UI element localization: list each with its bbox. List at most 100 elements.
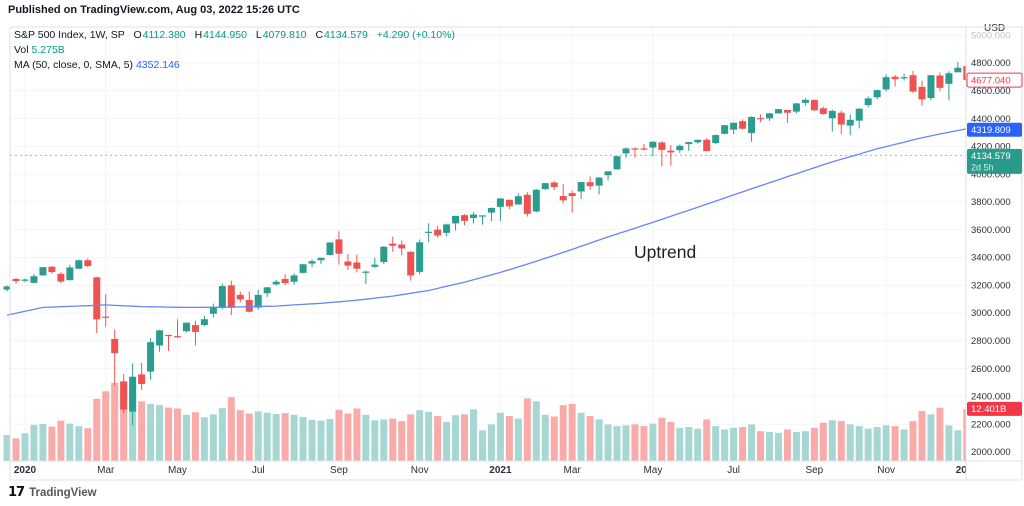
- candle-body[interactable]: [595, 177, 603, 186]
- candle-body[interactable]: [783, 109, 791, 113]
- candle-body[interactable]: [532, 189, 540, 212]
- tradingview-watermark[interactable]: 17 TradingView: [8, 485, 97, 500]
- candle-body[interactable]: [416, 242, 424, 272]
- candle-body[interactable]: [945, 73, 953, 84]
- candle-body[interactable]: [138, 374, 146, 384]
- candle-body[interactable]: [631, 148, 639, 150]
- candle-body[interactable]: [864, 98, 872, 106]
- candle-body[interactable]: [218, 286, 226, 308]
- candle-body[interactable]: [245, 299, 253, 312]
- candle-body[interactable]: [120, 381, 128, 410]
- candle-body[interactable]: [478, 215, 486, 217]
- candle-body[interactable]: [380, 246, 388, 263]
- candle-body[interactable]: [39, 267, 47, 276]
- ma-50-line[interactable]: [6, 128, 967, 316]
- candle-body[interactable]: [165, 334, 173, 337]
- candle-body[interactable]: [523, 194, 531, 214]
- candle-body[interactable]: [873, 90, 881, 98]
- candle-body[interactable]: [147, 342, 155, 372]
- candle-body[interactable]: [461, 215, 469, 221]
- candle-body[interactable]: [891, 76, 899, 80]
- candle-body[interactable]: [766, 113, 774, 119]
- candle-body[interactable]: [604, 171, 612, 176]
- candle-body[interactable]: [281, 278, 289, 283]
- candle-body[interactable]: [173, 336, 181, 338]
- candle-body[interactable]: [882, 77, 890, 90]
- candle-body[interactable]: [84, 260, 92, 267]
- candle-body[interactable]: [182, 322, 190, 332]
- candle-body[interactable]: [12, 278, 20, 282]
- candle-body[interactable]: [739, 121, 747, 129]
- candle-body[interactable]: [272, 281, 280, 285]
- candle-body[interactable]: [191, 325, 199, 332]
- candle-body[interactable]: [855, 108, 863, 121]
- candle-body[interactable]: [730, 122, 738, 130]
- candle-body[interactable]: [290, 275, 298, 282]
- candle-body[interactable]: [496, 198, 504, 207]
- candle-body[interactable]: [326, 242, 334, 255]
- candle-body[interactable]: [622, 148, 630, 154]
- candle-body[interactable]: [487, 208, 495, 213]
- candle-body[interactable]: [452, 215, 460, 224]
- candle-body[interactable]: [443, 224, 451, 233]
- candle-body[interactable]: [963, 66, 970, 81]
- candle-body[interactable]: [801, 99, 809, 103]
- uptrend-annotation[interactable]: Uptrend: [634, 242, 697, 262]
- candle-body[interactable]: [434, 229, 442, 236]
- candle-body[interactable]: [398, 244, 406, 249]
- symbol-title[interactable]: S&P 500 Index, 1W, SP: [14, 29, 125, 41]
- candle-body[interactable]: [227, 285, 235, 308]
- candle-body[interactable]: [667, 150, 675, 153]
- candle-body[interactable]: [819, 108, 827, 114]
- candle-body[interactable]: [909, 75, 917, 92]
- candle-body[interactable]: [21, 279, 29, 281]
- candle-body[interactable]: [577, 182, 585, 192]
- candle-body[interactable]: [30, 276, 38, 283]
- ma-label[interactable]: MA (50, close, 0, SMA, 5): [14, 59, 134, 71]
- candle-body[interactable]: [371, 264, 379, 267]
- candle-body[interactable]: [111, 338, 119, 354]
- candle-body[interactable]: [514, 196, 522, 205]
- candle-body[interactable]: [918, 86, 926, 100]
- candle-body[interactable]: [129, 376, 137, 412]
- candle-body[interactable]: [541, 183, 549, 190]
- candle-body[interactable]: [66, 267, 74, 281]
- candle-body[interactable]: [721, 125, 729, 134]
- candle-body[interactable]: [837, 112, 845, 125]
- candle-body[interactable]: [792, 103, 800, 112]
- candle-body[interactable]: [774, 109, 782, 114]
- candle-body[interactable]: [156, 330, 164, 346]
- candle-body[interactable]: [694, 139, 702, 143]
- candle-body[interactable]: [900, 77, 908, 79]
- candle-body[interactable]: [586, 182, 594, 187]
- candle-body[interactable]: [425, 231, 433, 233]
- candle-body[interactable]: [57, 273, 65, 282]
- candle-body[interactable]: [93, 277, 101, 320]
- candle-body[interactable]: [846, 119, 854, 126]
- candle-body[interactable]: [757, 118, 765, 120]
- candle-body[interactable]: [102, 316, 110, 318]
- candle-body[interactable]: [505, 199, 513, 207]
- candle-body[interactable]: [75, 260, 83, 269]
- candle-body[interactable]: [263, 287, 271, 294]
- candle-body[interactable]: [559, 196, 567, 201]
- candle-body[interactable]: [550, 182, 558, 188]
- candle-body[interactable]: [613, 156, 621, 170]
- candle-body[interactable]: [200, 319, 208, 325]
- candle-body[interactable]: [335, 239, 343, 254]
- candle-body[interactable]: [48, 266, 56, 273]
- candle-body[interactable]: [362, 271, 370, 273]
- candle-body[interactable]: [344, 261, 352, 266]
- candle-body[interactable]: [353, 262, 361, 269]
- candle-body[interactable]: [810, 99, 818, 111]
- candle-body[interactable]: [3, 286, 11, 290]
- candle-body[interactable]: [676, 145, 684, 151]
- candle-body[interactable]: [470, 214, 477, 218]
- candle-body[interactable]: [308, 261, 316, 264]
- candle-body[interactable]: [954, 67, 962, 73]
- candle-body[interactable]: [568, 193, 576, 197]
- candle-body[interactable]: [254, 294, 262, 308]
- candle-body[interactable]: [712, 135, 720, 143]
- candle-body[interactable]: [685, 142, 693, 145]
